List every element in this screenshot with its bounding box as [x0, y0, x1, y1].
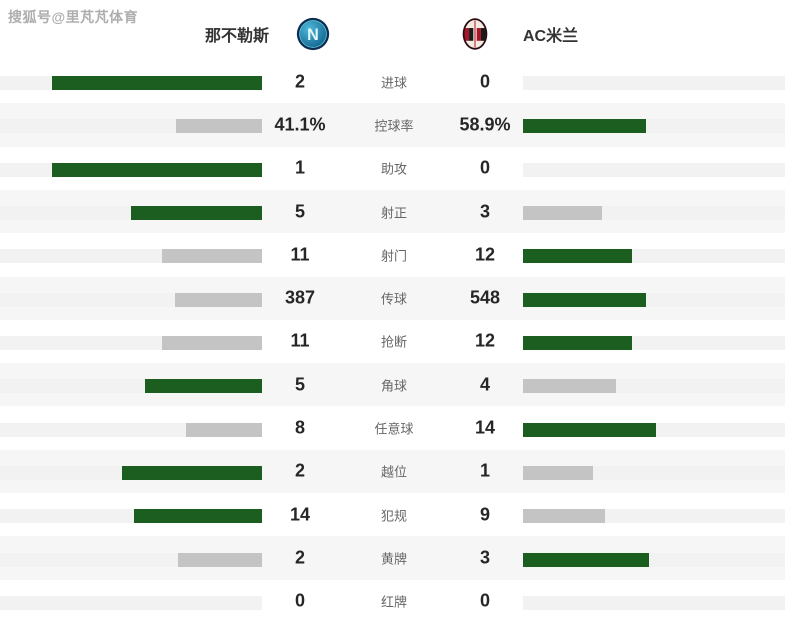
- svg-text:N: N: [307, 25, 319, 43]
